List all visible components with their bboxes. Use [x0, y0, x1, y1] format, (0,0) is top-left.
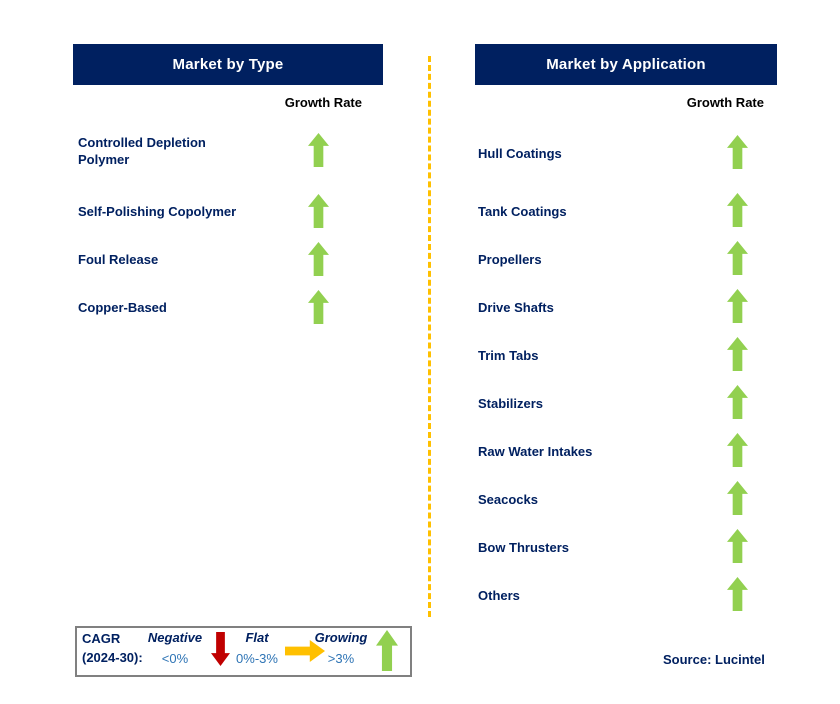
panel-title-market-by-application: Market by Application: [475, 44, 777, 85]
growth-up-arrow-icon: [308, 133, 329, 167]
item-label-copper-based: Copper-Based: [78, 300, 167, 315]
growth-up-arrow-icon: [308, 242, 329, 276]
item-label-trim-tabs: Trim Tabs: [478, 348, 539, 363]
legend-title-cagr: CAGR: [82, 631, 121, 646]
panel-title-market-by-type: Market by Type: [73, 44, 383, 85]
growth-up-arrow-icon: [727, 241, 748, 275]
item-label-hull-coatings: Hull Coatings: [478, 146, 562, 161]
item-label-raw-water-intakes: Raw Water Intakes: [478, 444, 593, 459]
source-label: Source: Lucintel: [663, 652, 765, 667]
negative-down-arrow-icon: [211, 632, 230, 666]
item-label-others: Others: [478, 588, 520, 603]
item-label-stabilizers: Stabilizers: [478, 396, 544, 411]
panel-divider-dashed-line: [428, 56, 431, 617]
growth-up-arrow-icon: [727, 135, 748, 169]
item-label-self-polishing-copolymer: Self-Polishing Copolymer: [78, 204, 237, 219]
growth-up-arrow-icon: [727, 433, 748, 467]
legend-flat-range: 0%-3%: [236, 651, 278, 666]
growth-up-arrow-icon: [727, 289, 748, 323]
legend-negative-label: Negative: [147, 630, 203, 645]
item-label-drive-shafts: Drive Shafts: [478, 300, 554, 315]
growth-up-arrow-icon: [727, 529, 748, 563]
growth-up-arrow-icon: [727, 337, 748, 371]
legend-title-period: (2024-30):: [82, 650, 143, 665]
cagr-legend-box: CAGR (2024-30): Negative <0% Flat 0%-3% …: [75, 626, 412, 677]
growth-up-arrow-icon: [308, 194, 329, 228]
legend-growing-range: >3%: [327, 651, 355, 666]
item-label-seacocks: Seacocks: [478, 492, 538, 507]
legend-negative-range: <0%: [161, 651, 189, 666]
growth-up-arrow-icon: [727, 577, 748, 611]
item-label-tank-coatings: Tank Coatings: [478, 204, 567, 219]
growth-up-arrow-icon: [727, 385, 748, 419]
growth-up-arrow-icon: [727, 193, 748, 227]
legend-growing-label: Growing: [314, 630, 368, 645]
item-label-bow-thrusters: Bow Thrusters: [478, 540, 570, 555]
growing-up-arrow-icon: [376, 630, 398, 671]
growth-up-arrow-icon: [727, 481, 748, 515]
growth-up-arrow-icon: [308, 290, 329, 324]
growth-rate-column-label: Growth Rate: [686, 95, 764, 110]
item-label-foul-release: Foul Release: [78, 252, 159, 267]
growth-rate-column-label: Growth Rate: [284, 95, 362, 110]
legend-flat-label: Flat: [245, 630, 269, 645]
item-label-controlled-depletion-polymer: Controlled Depletion Polymer: [78, 135, 206, 167]
item-label-propellers: Propellers: [478, 252, 542, 267]
